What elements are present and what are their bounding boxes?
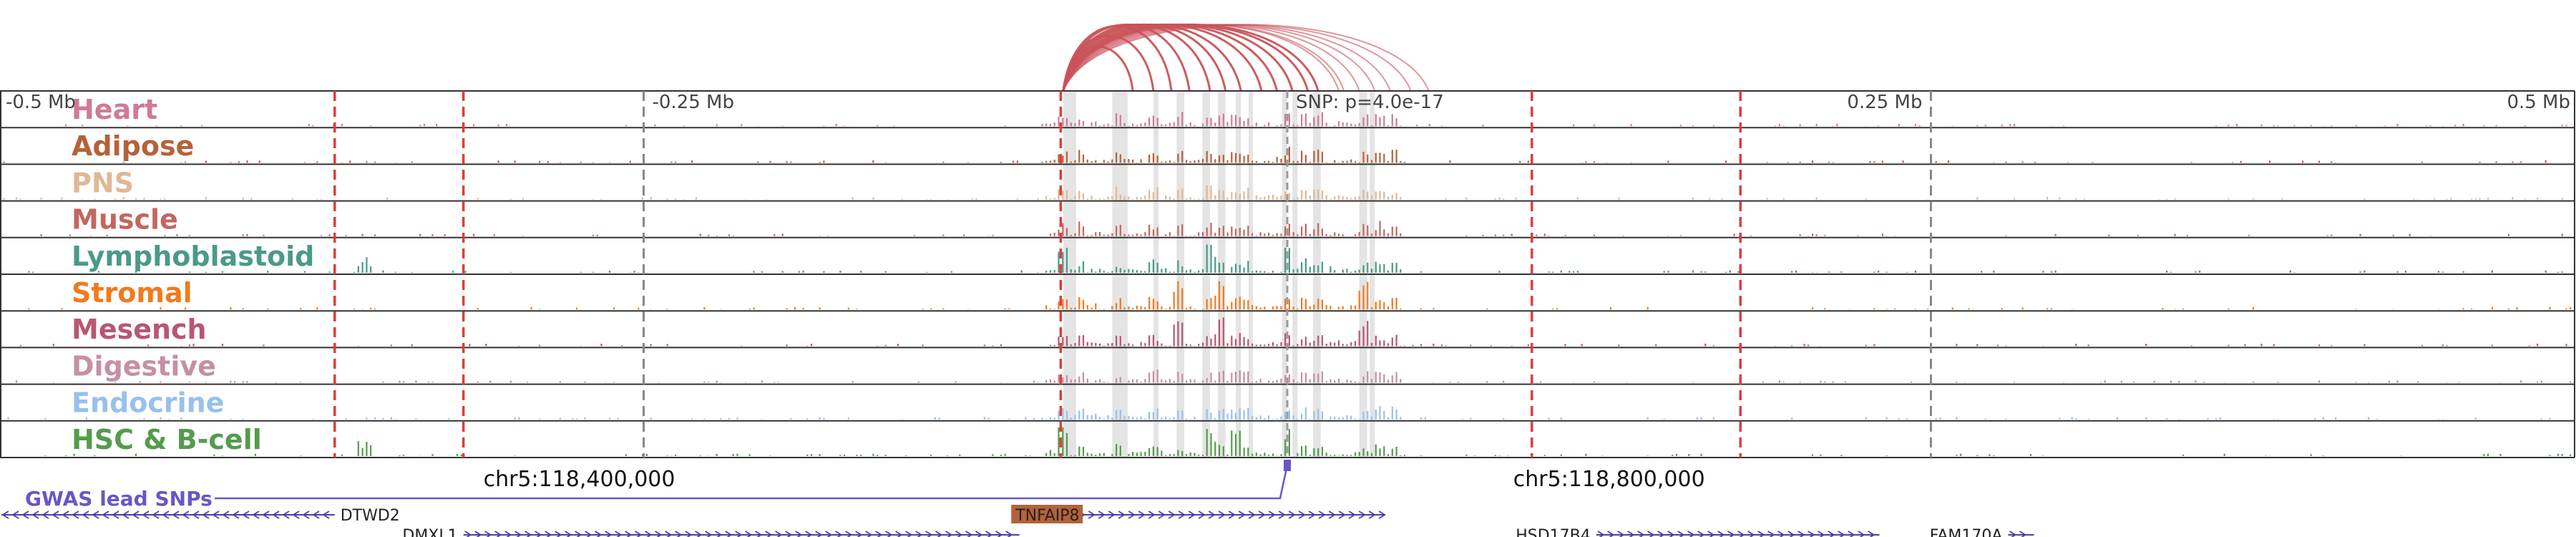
- track-label: Heart: [72, 94, 157, 125]
- signal-hsc-b-cell: [44, 427, 2572, 456]
- track-frame: [0, 90, 2575, 458]
- accessibility-signal: [0, 112, 2572, 456]
- gene-label: HSD17B4: [1516, 527, 1591, 537]
- track-label: Lymphoblastoid: [72, 241, 314, 272]
- gene-strand-arrows: [464, 531, 1013, 537]
- track-label: PNS: [72, 167, 134, 198]
- track-label: Mesench: [72, 314, 207, 345]
- axis-tick-label: -0.25 Mb: [653, 92, 734, 113]
- gene-strand-arrows: [2009, 531, 2027, 537]
- red-dashed-lines: [333, 91, 1932, 458]
- gene-strand-arrows: [1597, 531, 1875, 537]
- track-label: Stromal: [72, 277, 192, 309]
- signal-adipose: [3, 146, 2547, 163]
- signal-heart: [0, 112, 2567, 127]
- track-labels: Heart Adipose PNS Muscle Lymphoblastoid Strom…: [72, 94, 314, 455]
- axis-tick-label: 0.5 Mb: [2507, 92, 2570, 113]
- gene-label: TNFAIP8: [1015, 507, 1079, 525]
- gene-highlight-box: [1011, 505, 1083, 523]
- gwas-connector: [215, 464, 1289, 500]
- track-label: Digestive: [72, 350, 216, 382]
- signal-stromal: [0, 281, 2572, 310]
- coordinate-label: chr5:118,400,000: [484, 467, 675, 492]
- snp-label: SNP: p=4.0e-17: [1296, 92, 1444, 113]
- signal-mesench: [19, 317, 2567, 347]
- gene-label: DTWD2: [341, 507, 400, 525]
- signal-muscle: [40, 221, 2563, 236]
- gene-strand-arrows: [1, 511, 330, 519]
- chromatin-loops: [1062, 23, 1430, 92]
- loop-arc: [1063, 24, 1430, 92]
- gene-annotations: DTWD2 TNFAIP8 DMXL1 HSD17B4 FAM170A: [1, 505, 2034, 537]
- track-label: Adipose: [72, 130, 194, 162]
- axis-tick-label: 0.25 Mb: [1847, 92, 1922, 113]
- coordinate-label: chr5:118,800,000: [1513, 467, 1705, 492]
- track-label: HSC & B-cell: [72, 424, 262, 455]
- gene-label: FAM170A: [1930, 527, 2003, 537]
- signal-lymphoblastoid: [28, 244, 2563, 273]
- gwas-snp-mark: [1284, 460, 1291, 471]
- track-label: Muscle: [72, 204, 178, 236]
- distance-axis: -0.5 Mb -0.25 Mb 0.25 Mb 0.5 Mb: [6, 92, 2570, 113]
- axis-tick-label: -0.5 Mb: [6, 92, 76, 113]
- snp-marker: SNP: p=4.0e-17: [1286, 91, 1444, 458]
- gwas-lead-snps: GWAS lead SNPs: [25, 460, 1291, 511]
- signal-pns: [3, 185, 2563, 200]
- track-label: Endocrine: [72, 387, 224, 419]
- gene-label: DMXL1: [402, 527, 457, 537]
- signal-digestive: [15, 369, 2572, 383]
- gwas-label: GWAS lead SNPs: [25, 487, 213, 511]
- signal-endocrine: [7, 406, 2551, 420]
- coordinate-labels: chr5:118,400,000 chr5:118,800,000: [484, 467, 1705, 492]
